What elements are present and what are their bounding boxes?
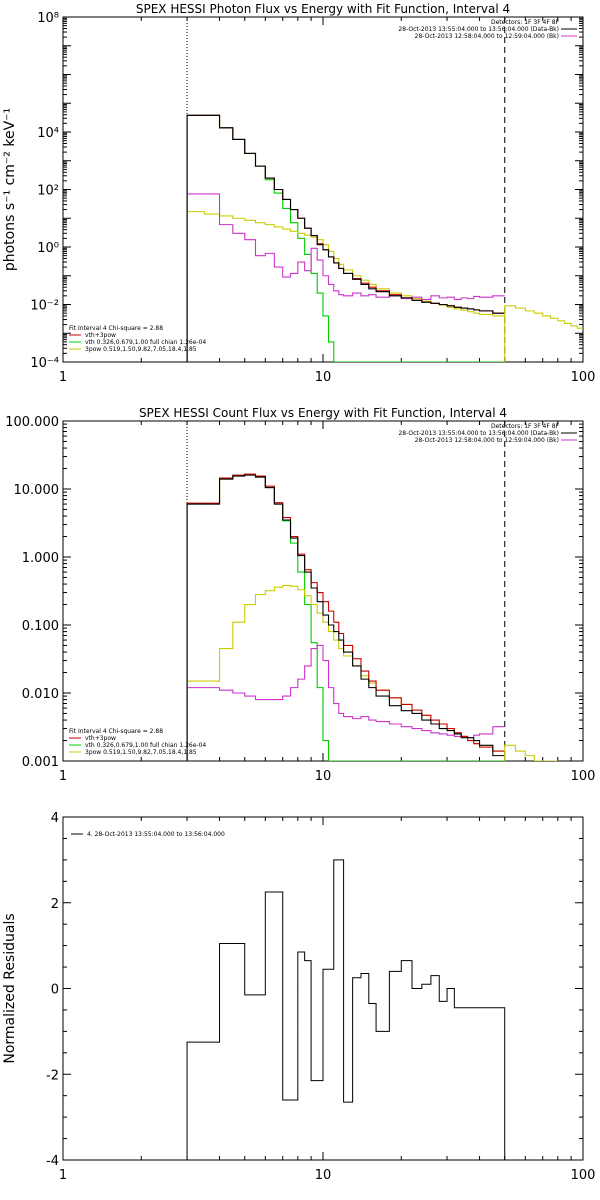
- x-tick-label: 1: [59, 1168, 67, 1183]
- series-line-vth-3pow: [186, 473, 505, 761]
- y-tick-label: 10⁴: [37, 126, 59, 141]
- plot-area: [186, 17, 583, 362]
- y-axis: 10⁻⁴ 10⁻² 10⁰ 10² 10⁴ 10⁸: [30, 11, 583, 371]
- series-line-bk: [186, 644, 505, 761]
- y-tick-label: 4: [51, 811, 59, 826]
- series-line-bk: [186, 193, 505, 362]
- y-tick-label: 10⁸: [37, 11, 59, 26]
- x-axis: 1 10 100: [59, 817, 596, 1183]
- x-tick-label: 10: [315, 769, 332, 784]
- legend-entry: 28-Oct-2013 13:55:04.000 to 13:56:04.000…: [398, 26, 559, 33]
- x-tick-label: 100: [571, 370, 596, 385]
- y-tick-label: 0.100: [22, 619, 59, 634]
- legend-entry: vth 0.326,0.679,1.00 full chian 1.26e-04: [85, 742, 206, 749]
- legend-entry: Fit Interval 4 Chi-square = 2.88: [69, 325, 163, 332]
- legend-entry: Detectors: 1F 3F 4F 8F: [491, 423, 560, 430]
- y-tick-label: 2: [51, 897, 59, 912]
- chart-panel-3: 1 10 100 -4 -2 0 2 4 Normalized Residuals 4. 28-O…: [2, 811, 595, 1183]
- y-tick-label: 10⁻⁴: [30, 356, 59, 371]
- legend-entry: 28-Oct-2013 13:55:04.000 to 13:56:04.000…: [398, 430, 559, 437]
- chart-title: SPEX HESSI Count Flux vs Energy with Fit…: [139, 406, 507, 420]
- x-tick-label: 1: [59, 370, 67, 385]
- legend-entry: 28-Oct-2013 12:58:04.000 to 12:59:04.000…: [415, 33, 559, 40]
- x-tick-label: 100: [571, 769, 596, 784]
- y-tick-label: 10²: [37, 184, 59, 199]
- series-line-vth-3pow: [186, 114, 505, 362]
- series-line-3pow: [186, 211, 505, 362]
- x-axis: 1 10 100: [59, 421, 596, 784]
- series-line-3pow-extension: [504, 744, 558, 761]
- legend-entry: 28-Oct-2013 12:58:04.000 to 12:59:04.000…: [415, 437, 559, 444]
- legend-top-left: 4. 28-Oct-2013 13:55:04.000 to 13:56:04.…: [71, 831, 225, 838]
- y-tick-label: 0: [51, 983, 59, 998]
- y-axis: -4 -2 0 2 4: [46, 811, 583, 1169]
- y-tick-label: 10⁰: [37, 241, 59, 256]
- y-tick-label: 10.000: [14, 483, 60, 498]
- y-tick-label: -4: [46, 1154, 59, 1169]
- chart-panel-2: SPEX HESSI Count Flux vs Energy with Fit…: [5, 406, 595, 784]
- x-tick-label: 10: [315, 370, 332, 385]
- legend-entry: 3pow 0.519,1.50,9.82,7.05,18.4,1.85: [85, 346, 197, 353]
- legend-entry: vth+3pow: [85, 735, 116, 742]
- series-line-vth: [186, 114, 505, 362]
- y-tick-label: 1.000: [22, 551, 59, 566]
- y-tick-label: 0.001: [22, 755, 59, 770]
- series-line-3pow: [186, 585, 505, 761]
- y-axis: 0.001 0.010 0.100 1.000 10.000 100.000: [5, 415, 583, 770]
- series-line-3pow-extension: [504, 305, 583, 362]
- legend-entry: Fit Interval 4 Chi-square = 2.88: [69, 728, 163, 735]
- x-tick-label: 1: [59, 769, 67, 784]
- series-line-data-bk: [186, 114, 505, 362]
- y-tick-label: 10⁻²: [30, 299, 59, 314]
- y-axis-label: photons s⁻¹ cm⁻² keV⁻¹: [2, 108, 18, 271]
- legend-entry: vth+3pow: [85, 332, 116, 339]
- legend-entry: 3pow 0.519,1.50,9.82,7.05,18.4,1.85: [85, 749, 197, 756]
- legend-bottom-left: Fit Interval 4 Chi-square = 2.88vth+3pow…: [69, 325, 206, 353]
- x-tick-label: 10: [315, 1168, 332, 1183]
- chart-title: SPEX HESSI Photon Flux vs Energy with Fi…: [136, 2, 510, 16]
- x-tick-label: 100: [571, 1168, 596, 1183]
- legend-entry: Detectors: 1F 3F 4F 8F: [491, 19, 560, 26]
- legend-entry: vth 0.326,0.679,1.00 full chian 1.26e-04: [85, 339, 206, 346]
- legend-entry: 4. 28-Oct-2013 13:55:04.000 to 13:56:04.…: [87, 831, 225, 838]
- y-tick-label: 100.000: [5, 415, 59, 430]
- legend-bottom-left: Fit Interval 4 Chi-square = 2.88vth+3pow…: [69, 728, 206, 756]
- plot-area: [186, 421, 558, 761]
- residual-line: [186, 859, 506, 1160]
- plot-area: [186, 859, 506, 1160]
- y-tick-label: 0.010: [22, 687, 59, 702]
- y-tick-label: -2: [46, 1068, 59, 1083]
- y-axis-label: Normalized Residuals: [2, 913, 18, 1063]
- series-line-data-bk: [186, 474, 505, 761]
- x-axis: 1 10 100: [59, 17, 596, 385]
- chart-panel-1: SPEX HESSI Photon Flux vs Energy with Fi…: [2, 2, 595, 385]
- series-line-vth: [186, 473, 505, 761]
